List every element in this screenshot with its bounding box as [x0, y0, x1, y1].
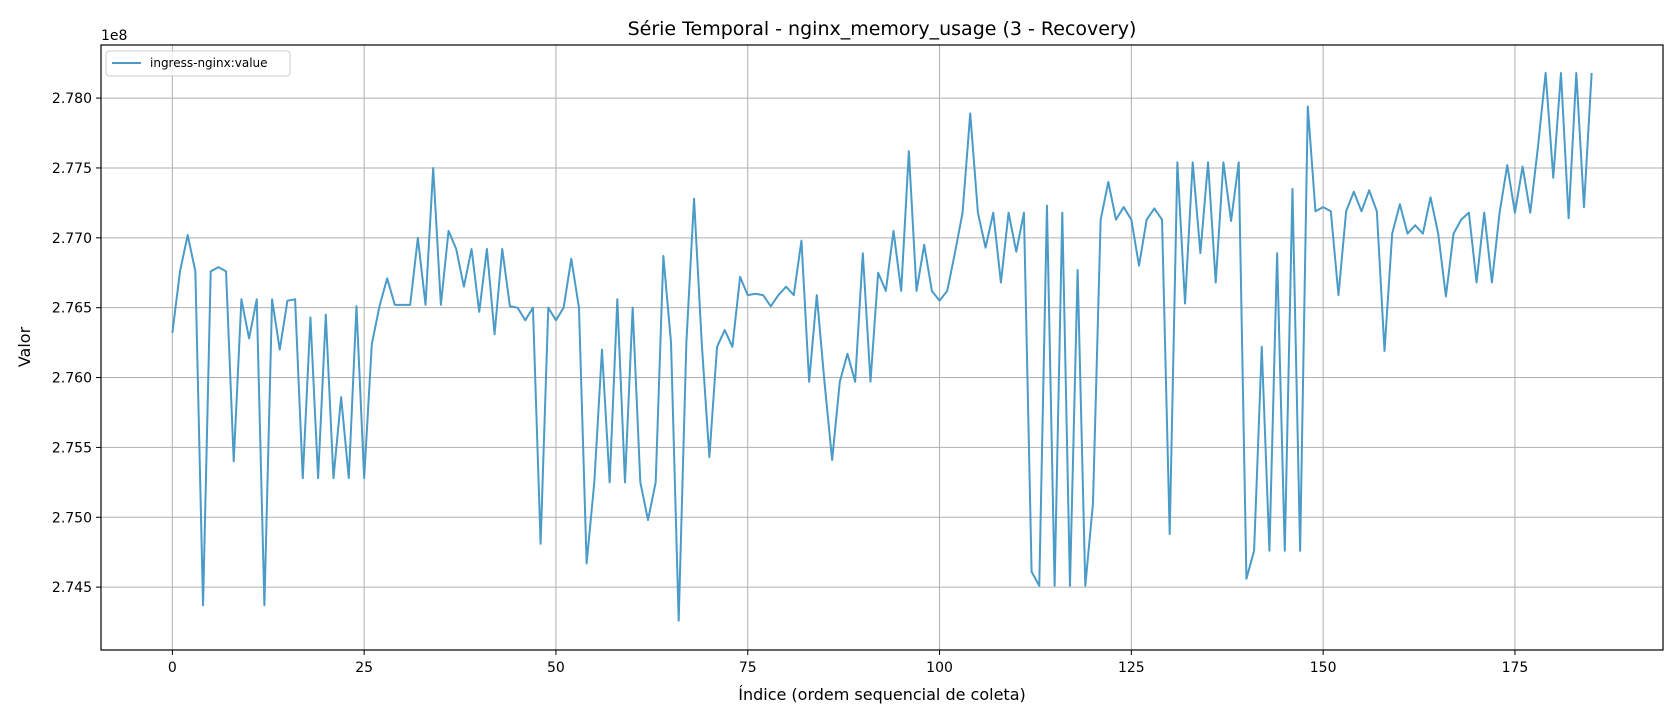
y-axis-offset-text: 1e8 — [101, 28, 127, 44]
grid-lines — [101, 45, 1663, 650]
y-tick-label: 2.755 — [52, 440, 92, 456]
x-tick-label: 50 — [547, 660, 565, 676]
x-tick-label: 150 — [1310, 660, 1337, 676]
y-tick-label: 2.780 — [52, 91, 92, 107]
x-tick-label: 100 — [926, 660, 953, 676]
y-tick-label: 2.765 — [52, 301, 92, 317]
x-tick-label: 75 — [739, 660, 757, 676]
x-axis-label: Índice (ordem sequencial de coleta) — [738, 685, 1026, 704]
x-axis-ticks: 0 25 50 75 100 125 150 175 — [168, 650, 1528, 676]
x-tick-label: 25 — [355, 660, 373, 676]
legend: ingress-nginx:value — [105, 50, 291, 77]
y-tick-label: 2.775 — [52, 161, 92, 177]
y-tick-label: 2.760 — [52, 371, 92, 387]
x-tick-label: 175 — [1502, 660, 1529, 676]
legend-label: ingress-nginx:value — [150, 56, 268, 70]
x-tick-label: 0 — [168, 660, 177, 676]
series-layer — [171, 71, 1593, 622]
y-tick-label: 2.745 — [52, 580, 92, 596]
y-tick-label: 2.770 — [52, 231, 92, 247]
y-tick-label: 2.750 — [52, 510, 92, 526]
y-axis-label: Valor — [15, 326, 34, 367]
legend-box — [105, 50, 291, 77]
y-axis-ticks: 2.745 2.750 2.755 2.760 2.765 2.770 2.775 2.780 — [52, 91, 101, 596]
series-line — [171, 71, 1593, 622]
plot-frame — [100, 44, 1664, 651]
x-tick-label: 125 — [1118, 660, 1145, 676]
chart-title: Série Temporal - nginx_memory_usage (3 -… — [628, 18, 1137, 40]
